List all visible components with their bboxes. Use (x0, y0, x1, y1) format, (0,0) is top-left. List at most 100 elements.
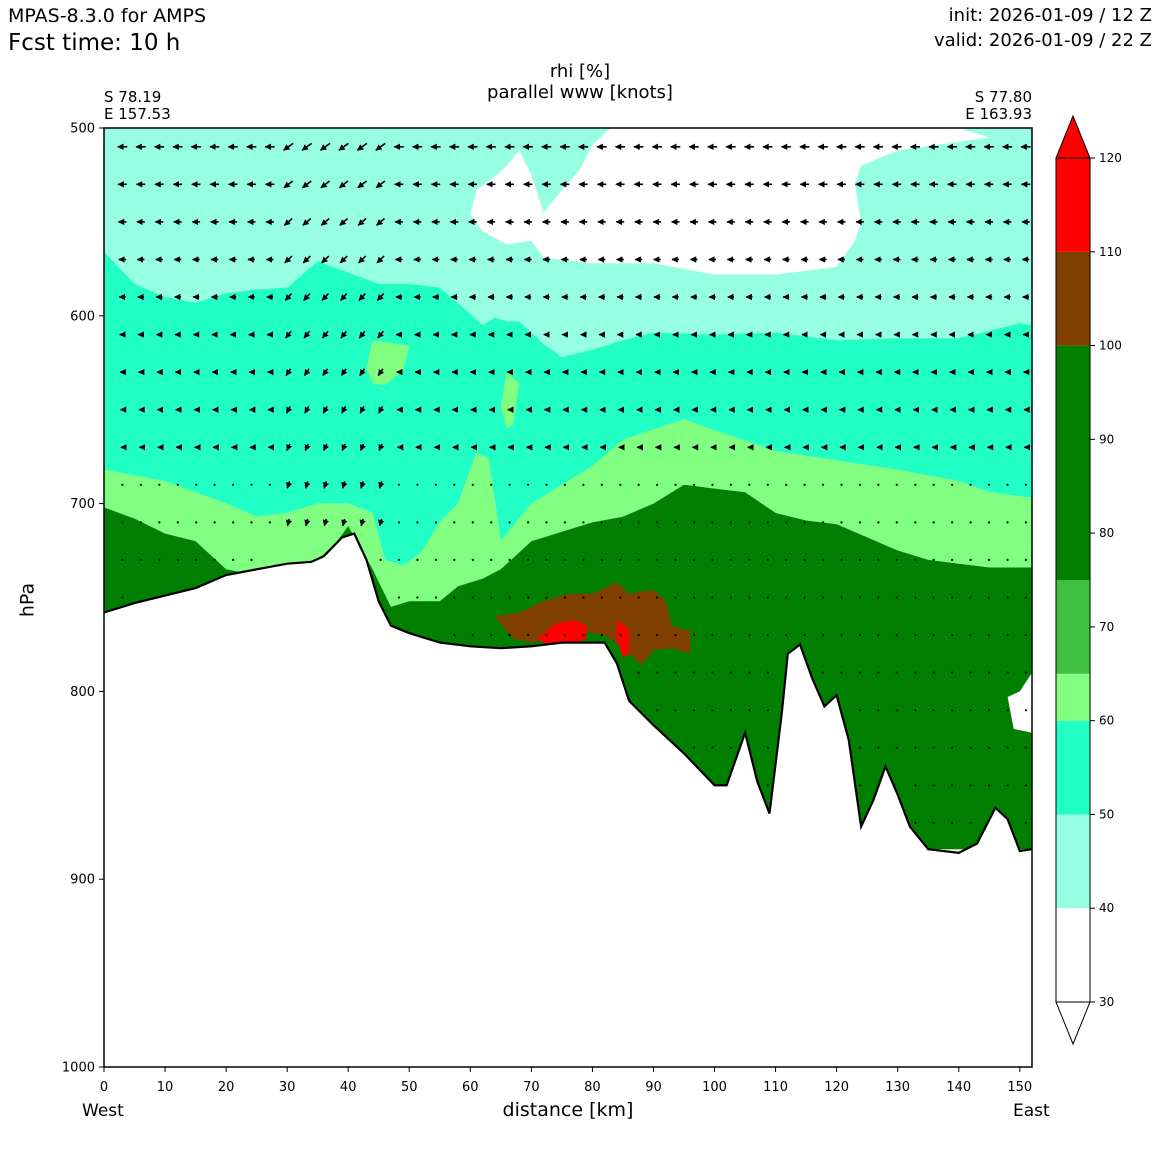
wind-vector-479 (656, 483, 659, 486)
wind-vector-500 (121, 521, 124, 524)
wind-vector-673 (877, 671, 880, 674)
wind-vector-695 (969, 709, 972, 712)
wind-vector-508 (268, 521, 271, 524)
wind-vector-709 (969, 746, 972, 749)
wind-vector-13 (356, 142, 368, 151)
wind-vector-526 (600, 521, 603, 524)
wind-vector-655 (914, 634, 917, 637)
wind-vector-522 (527, 521, 530, 524)
wind-vector-699 (692, 746, 696, 749)
colorbar-segment-65-75 (1056, 580, 1090, 674)
wind-vector-62 (338, 180, 349, 189)
wind-vector-560 (416, 558, 419, 562)
wind-vector-413 (359, 443, 366, 452)
wind-vector-518 (453, 521, 456, 524)
wind-vector-632 (490, 634, 493, 637)
colorbar: 30 40 50 60 70 80 90 100 110 120 (1055, 114, 1122, 1046)
wind-vector-636 (563, 634, 567, 637)
wind-vector-646 (748, 634, 751, 637)
wind-vector-506 (232, 521, 235, 524)
wind-vector-573 (656, 558, 659, 562)
wind-vector-609 (656, 596, 659, 599)
wind-vector-714 (858, 784, 862, 787)
wind-vector-517 (434, 521, 437, 524)
valid-time: valid: 2026-01-09 / 22 Z (934, 30, 1152, 51)
wind-vector-534 (748, 521, 751, 524)
wind-vector-681 (1024, 671, 1027, 674)
wind-vector-537 (803, 521, 806, 524)
wind-vector-715 (914, 784, 917, 787)
wind-vector-701 (729, 746, 733, 749)
wind-vector-516 (416, 521, 419, 524)
colorbar-label-30: 30 (1099, 995, 1114, 1009)
chart-title: rhi [%] (549, 61, 611, 82)
wind-vector-536 (785, 521, 788, 524)
wind-vector-627 (987, 596, 991, 599)
wind-vector-490 (858, 483, 862, 486)
wind-vector-411 (322, 443, 330, 452)
wind-vector-613 (729, 596, 733, 599)
wind-vector-689 (858, 709, 862, 712)
wind-vector-691 (895, 709, 898, 712)
wind-vector-628 (1006, 596, 1009, 599)
wind-vector-721 (1024, 784, 1027, 787)
wind-vector-663 (656, 671, 659, 674)
colorbar-label-70: 70 (1099, 620, 1114, 634)
wind-vector-515 (397, 521, 401, 524)
wind-vector-579 (766, 558, 769, 562)
wind-vector-716 (932, 784, 935, 787)
wind-vector-634 (527, 634, 530, 637)
wind-vector-259 (285, 330, 292, 339)
wind-vector-465 (397, 483, 401, 486)
wind-vector-497 (987, 483, 991, 486)
wind-vector-layer (117, 142, 1031, 825)
wind-vector-414 (378, 443, 385, 452)
wind-vector-509 (285, 518, 293, 527)
wind-vector-591 (987, 558, 991, 562)
wind-vector-161 (321, 255, 330, 264)
wind-vector-544 (932, 521, 935, 524)
colorbar-label-90: 90 (1099, 432, 1114, 446)
wind-vector-474 (563, 483, 567, 486)
wind-vector-60 (301, 180, 312, 189)
wind-vector-545 (951, 521, 954, 524)
wind-vector-641 (656, 634, 659, 637)
wind-vector-505 (213, 521, 216, 524)
wind-vector-489 (840, 483, 843, 486)
plot-frame (103, 127, 1033, 1068)
chart-subtitle: parallel www [knots] (487, 82, 673, 103)
wind-vector-662 (637, 671, 640, 674)
colorbar-segment-110-120 (1056, 158, 1090, 252)
wind-vector-642 (674, 634, 677, 637)
wind-vector-615 (766, 596, 769, 599)
wind-vector-625 (951, 596, 954, 599)
wind-vector-496 (969, 483, 972, 486)
wind-vector-650 (822, 634, 825, 637)
wind-vector-477 (619, 483, 622, 486)
wind-vector-260 (303, 330, 311, 339)
wind-vector-501 (139, 521, 142, 524)
wind-vector-409 (286, 443, 293, 452)
wind-vector-623 (914, 596, 917, 599)
wind-vector-665 (692, 671, 696, 674)
wind-vector-717 (951, 784, 954, 787)
wind-vector-585 (877, 558, 880, 562)
wind-vector-676 (932, 671, 935, 674)
wind-vector-263 (358, 330, 366, 339)
colorbar-label-50: 50 (1099, 807, 1114, 821)
wind-vector-460 (304, 481, 311, 489)
wind-vector-601 (508, 596, 511, 599)
wind-vector-475 (582, 483, 585, 486)
colorbar-label-60: 60 (1099, 714, 1114, 728)
wind-vector-476 (600, 483, 603, 486)
wind-vector-692 (914, 709, 917, 712)
wind-vector-488 (822, 483, 825, 486)
wind-vector-482 (711, 483, 714, 486)
wind-vector-262 (340, 330, 348, 339)
wind-vector-684 (692, 709, 696, 712)
wind-vector-668 (748, 671, 751, 674)
wind-vector-617 (803, 596, 806, 599)
y-axis: 500 600 700 800 900 1000 (62, 122, 104, 1076)
wind-vector-529 (656, 521, 659, 524)
wind-vector-571 (619, 558, 622, 562)
